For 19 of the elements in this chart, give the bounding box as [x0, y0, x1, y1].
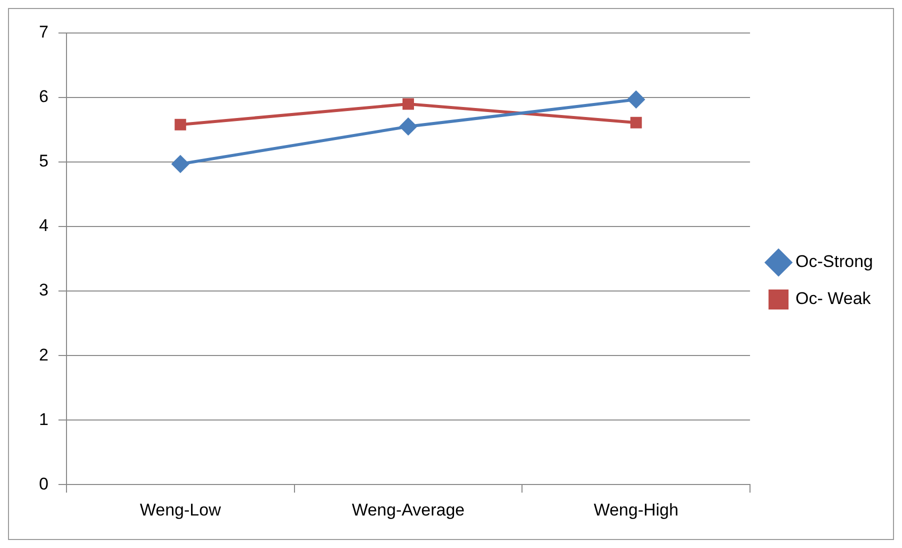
y-tick-label: 7: [38, 22, 48, 42]
point: [402, 98, 414, 110]
point: [400, 118, 417, 136]
y-tick-label: 3: [38, 280, 48, 300]
x-tick-label: Weng-High: [594, 500, 678, 520]
x-tick-label: Weng-Low: [140, 500, 222, 520]
y-tick-label: 4: [38, 216, 48, 236]
y-tick-label: 5: [38, 152, 48, 171]
y-tick-label: 0: [38, 474, 48, 494]
legend-label: Oc- Weak: [796, 289, 872, 308]
point: [174, 118, 186, 130]
point: [628, 90, 645, 108]
point: [630, 116, 642, 128]
legend-label: Oc-Strong: [796, 252, 874, 272]
point: [172, 155, 189, 172]
y-tick-label: 6: [38, 87, 48, 106]
y-tick-label: 1: [38, 410, 48, 429]
y-tick-label: 2: [38, 345, 48, 364]
x-tick-label: Weng-Average: [352, 500, 465, 520]
